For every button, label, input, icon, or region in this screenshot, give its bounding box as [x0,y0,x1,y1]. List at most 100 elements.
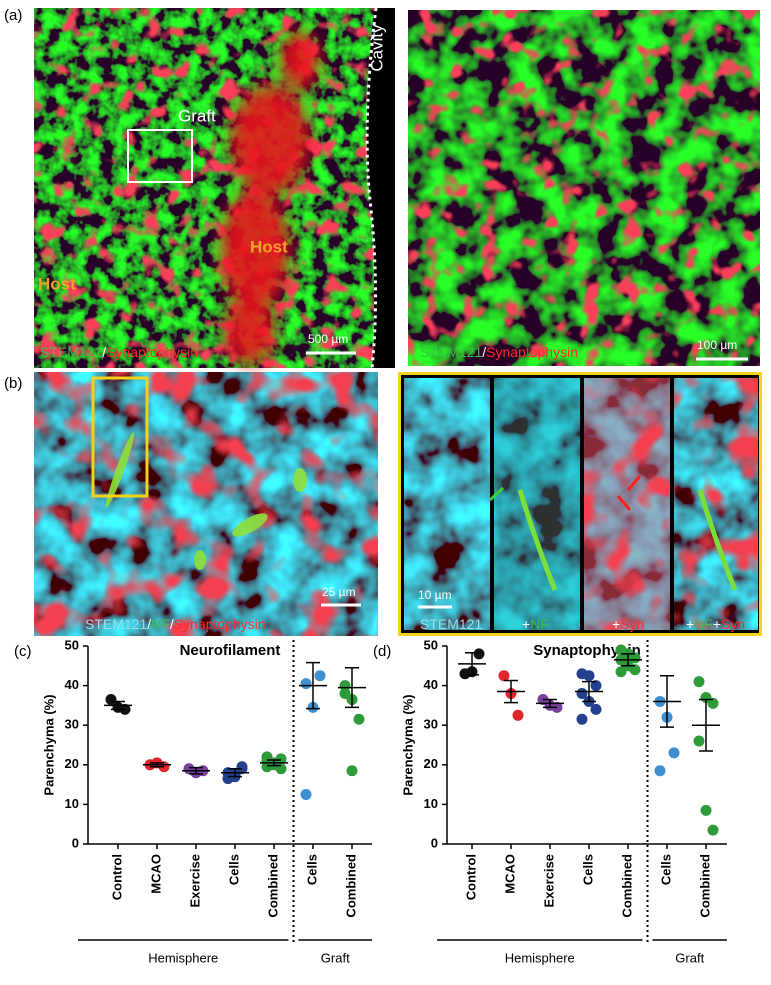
data-point [275,753,287,765]
data-point [236,761,248,773]
stain: / [147,616,151,632]
x-tick-label: Combined [619,854,634,918]
data-point [261,761,273,773]
data-point [693,676,705,688]
stain-legend: STEM121/NF/Synaptophysin [85,616,266,632]
data-point [576,713,588,725]
channel-label: +NF [522,616,549,632]
stain: Synaptophysin [174,616,266,632]
channel: Syn [721,616,745,632]
chart-title: Synaptophysin [533,642,641,659]
y-tick-label: 50 [424,637,438,652]
group-label: Hemisphere [148,950,218,965]
stain: Synaptophysin [106,344,198,360]
annotation: Host [250,237,288,256]
micrograph-a-zoom: STEM121/Synaptophysin 100 µm [406,8,762,368]
data-point [700,804,712,816]
x-tick-label: MCAO [502,854,517,894]
y-tick-label: 40 [424,677,438,692]
y-axis-label: Parenchyma (%) [400,694,415,795]
channel: NF [694,616,713,632]
stain: STEM121 [85,616,147,632]
y-tick-label: 0 [431,835,438,850]
y-tick-label: 30 [65,717,79,732]
y-tick-label: 0 [72,835,79,850]
data-point [654,765,666,777]
data-point [590,680,602,692]
data-point [300,789,312,800]
data-point [668,747,680,759]
annotation: Cavity [367,24,386,72]
data-point [300,678,312,690]
data-point [222,773,234,785]
data-point [346,765,358,777]
stain: NF [151,616,170,632]
channel: + [522,616,530,632]
data-point [590,703,602,715]
channel: STEM121 [420,616,482,632]
x-tick-label: Cells [226,854,241,885]
stain-legend: STEM121/Synaptophysin [40,344,198,360]
micrograph-a-overview: Graft Cavity Host Host STEM121/Synaptoph… [34,7,395,369]
x-tick-label: Combined [697,854,712,918]
annotation: Graft [178,106,216,125]
x-tick-label: MCAO [148,854,163,894]
data-point [353,713,365,725]
channel: Syn [620,616,644,632]
scale-bar-label: 100 µm [697,338,737,352]
x-tick-label: Exercise [187,854,202,908]
x-tick-label: Exercise [541,854,556,908]
group-label: Graft [675,950,704,965]
data-point [707,697,719,709]
panel-label: (d) [373,643,391,660]
data-point [576,688,588,700]
micrograph-b-zoom: 10 µm STEM121 +NF +Syn +NF+Syn [398,372,762,636]
data-point [314,670,326,682]
group-label: Graft [321,950,350,965]
stain: / [482,344,486,360]
data-point [498,670,510,682]
scale-bar-label: 500 µm [308,332,348,346]
data-point [615,666,627,678]
x-tick-label: Control [463,854,478,900]
data-point [629,664,641,676]
channel: + [713,616,721,632]
panel-label: (c) [14,643,32,660]
stain: STEM121 [40,344,102,360]
annotation: Host [38,274,76,293]
channel-label: +Syn [612,616,644,632]
x-tick-label: Cells [304,854,319,885]
micrograph-b-overview: STEM121/NF/Synaptophysin 25 µm [34,372,378,636]
stain: STEM121 [420,344,482,360]
stain: / [170,616,174,632]
data-point [693,735,705,747]
y-axis-label: Parenchyma (%) [41,694,56,795]
stain: Synaptophysin [486,344,578,360]
y-tick-label: 50 [65,637,79,652]
data-point [707,824,719,836]
scale-bar-label: 10 µm [418,588,452,602]
data-point [339,688,351,700]
scale-bar-label: 25 µm [322,585,356,599]
y-tick-label: 20 [65,756,79,771]
channel-label: STEM121 [420,616,482,632]
panel-label: (b) [4,375,22,392]
stain-legend: STEM121/Synaptophysin [420,344,578,360]
x-tick-label: Cells [658,854,673,885]
channel: NF [530,616,549,632]
chart-title: Neurofilament [180,642,281,659]
data-point [583,670,595,682]
x-tick-label: Combined [265,854,280,918]
data-point [473,648,485,660]
x-tick-label: Control [109,854,124,900]
panel-label: (a) [4,7,22,24]
channel: + [686,616,694,632]
x-tick-label: Cells [580,854,595,885]
data-point [629,652,641,664]
data-point [339,680,351,692]
stain: / [102,344,106,360]
y-tick-label: 10 [424,796,438,811]
x-tick-label: Combined [343,854,358,918]
y-tick-label: 20 [424,756,438,771]
